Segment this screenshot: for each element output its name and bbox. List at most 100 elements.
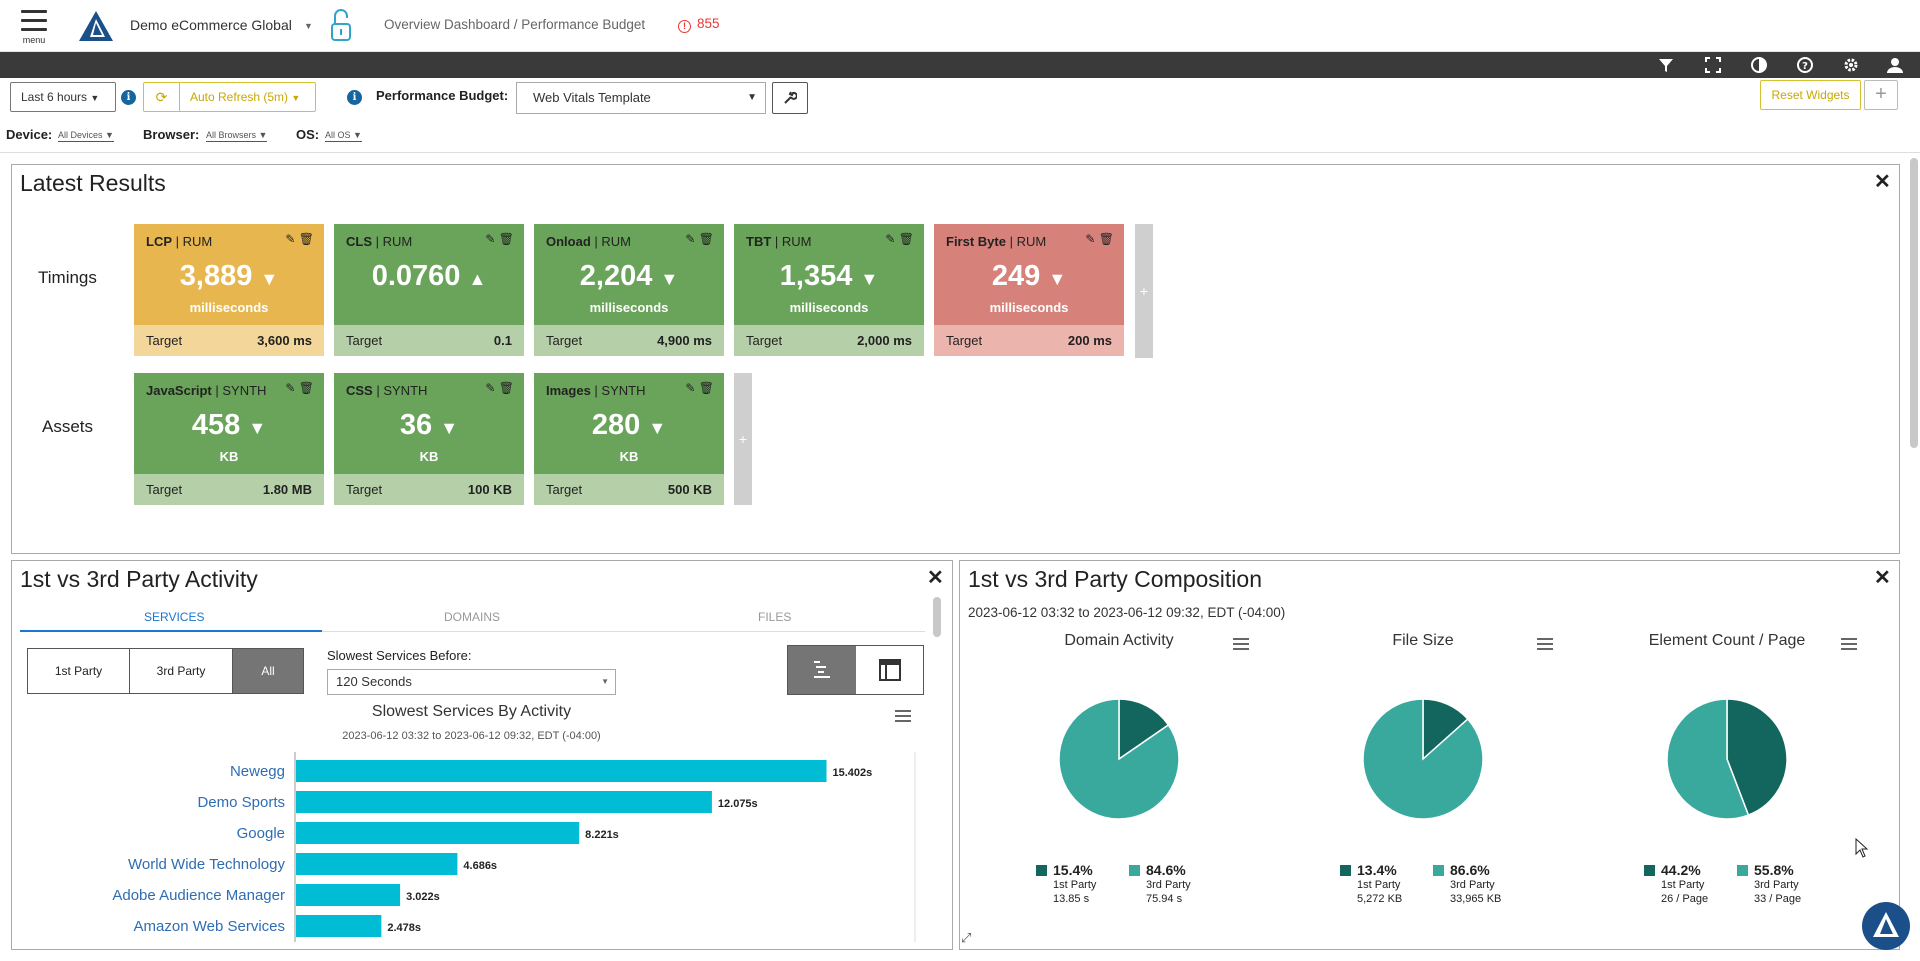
bar[interactable] xyxy=(296,915,382,937)
time-range-button[interactable]: Last 6 hours ▼ xyxy=(10,82,116,112)
segment-all[interactable]: All xyxy=(233,649,303,693)
trash-icon[interactable]: 🗑 xyxy=(698,381,714,395)
legend-first-party[interactable]: 44.2% 1st Party 26 / Page xyxy=(1644,862,1708,906)
chart-menu-icon[interactable] xyxy=(1841,638,1857,653)
edit-icon[interactable]: ✎ xyxy=(1085,232,1096,246)
category-label[interactable]: Adobe Audience Manager xyxy=(112,887,285,904)
segment-1st-party[interactable]: 1st Party xyxy=(28,649,130,693)
category-label[interactable]: Amazon Web Services xyxy=(134,918,285,935)
scrollbar[interactable] xyxy=(1910,158,1918,448)
trash-icon[interactable]: 🗑 xyxy=(498,381,514,395)
performance-budget-select[interactable]: Web Vitals Template ▼ xyxy=(516,82,766,114)
bar[interactable] xyxy=(296,822,580,844)
help-icon[interactable]: ? xyxy=(1796,56,1814,74)
trend-arrow-icon: ▼ xyxy=(260,269,279,289)
pie-slice-3rd-party[interactable] xyxy=(1666,698,1750,820)
gear-icon[interactable] xyxy=(1842,56,1860,74)
pie-slice-3rd-party[interactable] xyxy=(1362,698,1484,820)
metric-tile[interactable]: TBT | RUM ✎ 🗑 1,354 ▼ milliseconds Target 2,0… xyxy=(734,224,924,356)
metric-tile[interactable]: First Byte | RUM ✎ 🗑 249 ▼ milliseconds Targ… xyxy=(934,224,1124,356)
os-filter[interactable]: All OS ▼ xyxy=(325,130,362,142)
bar[interactable] xyxy=(296,884,401,906)
chat-icon[interactable] xyxy=(1861,901,1911,951)
contrast-icon[interactable] xyxy=(1750,56,1768,74)
trash-icon[interactable]: 🗑 xyxy=(298,381,314,395)
pie-slice-3rd-party[interactable] xyxy=(1058,698,1180,820)
edit-icon[interactable]: ✎ xyxy=(685,232,696,246)
add-timing-button[interactable]: + xyxy=(1135,224,1153,358)
device-filter[interactable]: All Devices ▼ xyxy=(58,130,114,142)
party-segmented-control: 1st Party 3rd Party All xyxy=(27,648,304,694)
category-label[interactable]: Demo Sports xyxy=(197,794,285,811)
filter-row: Device: All Devices ▼ Browser: All Brows… xyxy=(0,124,800,146)
legend-first-party[interactable]: 13.4% 1st Party 5,272 KB xyxy=(1340,862,1402,906)
metric-tile[interactable]: Onload | RUM ✎ 🗑 2,204 ▼ milliseconds Target… xyxy=(534,224,724,356)
legend-third-party[interactable]: 84.6% 3rd Party 75.94 s xyxy=(1129,862,1191,906)
chart-menu-icon[interactable] xyxy=(1537,638,1553,653)
metric-tile[interactable]: CSS | SYNTH ✎ 🗑 36 ▼ KB Target 100 KB xyxy=(334,373,524,505)
edit-icon[interactable]: ✎ xyxy=(885,232,896,246)
info-icon[interactable]: i xyxy=(347,90,362,105)
unlock-icon[interactable] xyxy=(328,8,354,44)
trash-icon[interactable]: 🗑 xyxy=(298,232,314,246)
wrench-button[interactable] xyxy=(772,82,808,114)
chart-menu-icon[interactable] xyxy=(895,710,911,725)
pie-slice-1st-party[interactable] xyxy=(1118,698,1170,761)
scrollbar[interactable] xyxy=(933,597,941,637)
category-label[interactable]: Newegg xyxy=(230,763,285,780)
legend-swatch xyxy=(1129,865,1140,876)
chevron-down-icon[interactable]: ▼ xyxy=(304,21,313,31)
table-view-button[interactable] xyxy=(856,646,924,694)
info-icon[interactable]: i xyxy=(121,90,136,105)
category-label[interactable]: Google xyxy=(237,825,285,842)
trash-icon[interactable]: 🗑 xyxy=(1098,232,1114,246)
trash-icon[interactable]: 🗑 xyxy=(698,232,714,246)
tab-files[interactable]: FILES xyxy=(758,610,792,624)
edit-icon[interactable]: ✎ xyxy=(485,232,496,246)
auto-refresh-button[interactable]: ⟳ Auto Refresh (5m) ▼ xyxy=(143,82,316,112)
tab-domains[interactable]: DOMAINS xyxy=(444,610,501,624)
segment-3rd-party[interactable]: 3rd Party xyxy=(130,649,233,693)
bar[interactable] xyxy=(296,791,712,813)
close-icon[interactable]: ✕ xyxy=(1874,567,1891,589)
filter-icon[interactable] xyxy=(1657,56,1675,74)
fullscreen-icon[interactable] xyxy=(1704,56,1722,74)
bar[interactable] xyxy=(296,853,458,875)
chart-view-button[interactable] xyxy=(788,646,856,694)
legend-percent: 86.6% xyxy=(1450,862,1490,878)
trash-icon[interactable]: 🗑 xyxy=(898,232,914,246)
tab-services[interactable]: SERVICES xyxy=(144,610,205,624)
user-icon[interactable] xyxy=(1886,56,1904,74)
edit-icon[interactable]: ✎ xyxy=(285,232,296,246)
metric-tile[interactable]: CLS | RUM ✎ 🗑 0.0760 ▲ Target 0.1 xyxy=(334,224,524,356)
browser-filter[interactable]: All Browsers ▼ xyxy=(206,130,268,142)
slowest-services-select[interactable]: 120 Seconds ▼ xyxy=(327,669,616,695)
trash-icon[interactable]: 🗑 xyxy=(498,232,514,246)
refresh-icon[interactable]: ⟳ xyxy=(144,83,180,111)
metric-tile[interactable]: JavaScript | SYNTH ✎ 🗑 458 ▼ KB Target 1.80 M… xyxy=(134,373,324,505)
close-icon[interactable]: ✕ xyxy=(1874,171,1891,193)
chevron-down-icon: ▼ xyxy=(258,130,268,140)
legend-third-party[interactable]: 55.8% 3rd Party 33 / Page xyxy=(1737,862,1801,906)
edit-icon[interactable]: ✎ xyxy=(685,381,696,395)
add-widget-button[interactable]: + xyxy=(1864,80,1898,110)
metric-tile[interactable]: LCP | RUM ✎ 🗑 3,889 ▼ milliseconds Target 3,6… xyxy=(134,224,324,356)
legend-first-party[interactable]: 15.4% 1st Party 13.85 s xyxy=(1036,862,1096,906)
edit-icon[interactable]: ✎ xyxy=(285,381,296,395)
bar[interactable] xyxy=(296,760,827,782)
resize-icon[interactable]: ⤢ xyxy=(961,930,972,945)
edit-icon[interactable]: ✎ xyxy=(485,381,496,395)
category-label[interactable]: World Wide Technology xyxy=(128,856,286,873)
close-icon[interactable]: ✕ xyxy=(927,567,944,589)
alert-indicator[interactable]: ! 855 xyxy=(678,16,720,33)
pie-title: Domain Activity xyxy=(1064,632,1174,649)
device-filter-value: All Devices xyxy=(58,130,103,140)
pie-slice-1st-party[interactable] xyxy=(1726,698,1788,817)
legend-third-party[interactable]: 86.6% 3rd Party 33,965 KB xyxy=(1433,862,1501,906)
site-name[interactable]: Demo eCommerce Global xyxy=(130,17,292,33)
metric-tile[interactable]: Images | SYNTH ✎ 🗑 280 ▼ KB Target 500 KB xyxy=(534,373,724,505)
add-asset-button[interactable]: + xyxy=(734,373,752,505)
menu-button[interactable]: menu xyxy=(20,10,48,45)
reset-widgets-button[interactable]: Reset Widgets xyxy=(1760,80,1861,110)
chart-menu-icon[interactable] xyxy=(1233,638,1249,653)
